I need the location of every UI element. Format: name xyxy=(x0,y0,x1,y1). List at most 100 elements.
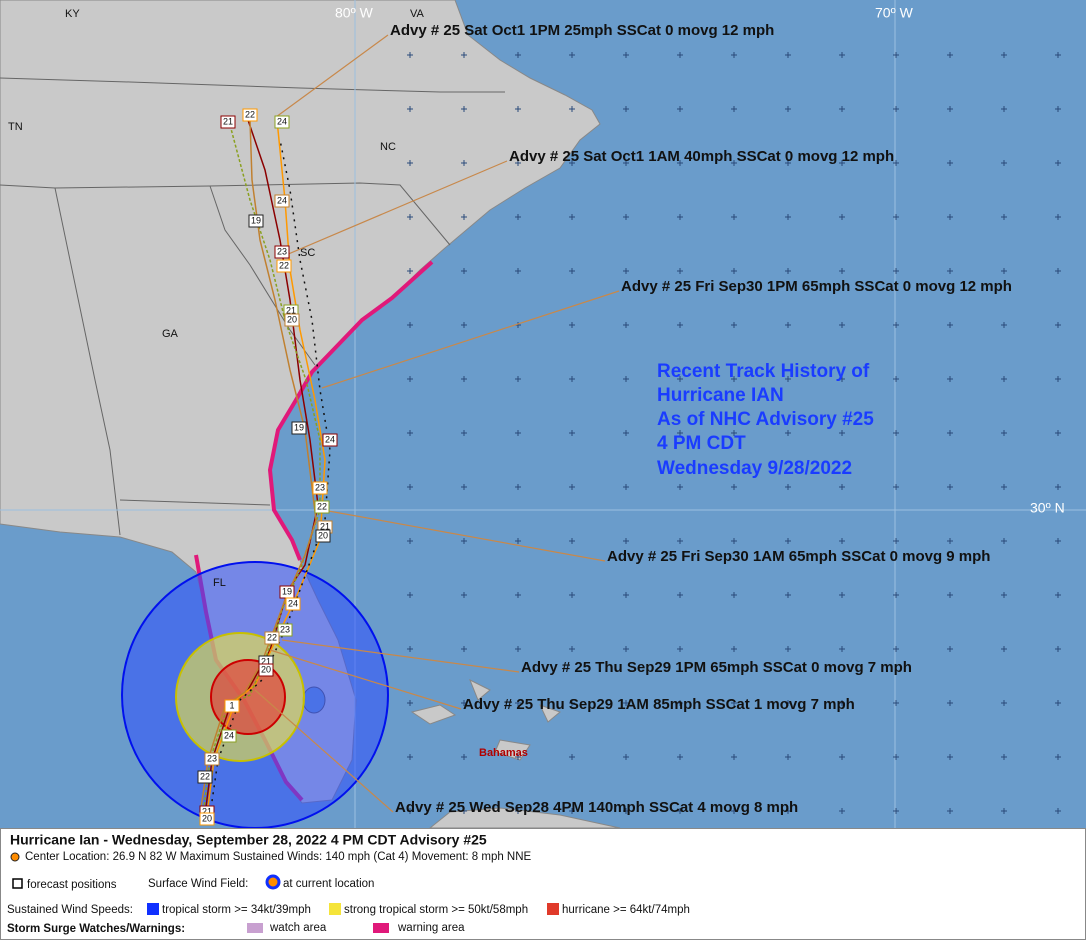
cross xyxy=(893,322,899,328)
cross xyxy=(677,754,683,760)
track-label: 21 xyxy=(286,305,296,315)
cross xyxy=(407,538,413,544)
cross xyxy=(515,268,521,274)
track-box xyxy=(315,529,331,543)
cross xyxy=(461,106,467,112)
cross xyxy=(677,376,683,382)
cross xyxy=(947,214,953,220)
cross xyxy=(731,160,737,166)
legend-box xyxy=(0,828,1086,940)
cross xyxy=(461,160,467,166)
cross xyxy=(893,376,899,382)
cross xyxy=(407,52,413,58)
cross xyxy=(785,754,791,760)
cross xyxy=(731,646,737,652)
swatch xyxy=(547,903,559,915)
cross xyxy=(407,808,413,814)
cross xyxy=(785,592,791,598)
cross xyxy=(623,214,629,220)
cross xyxy=(515,592,521,598)
cross xyxy=(839,106,845,112)
cross xyxy=(407,592,413,598)
track-label: 24 xyxy=(325,434,335,444)
cross xyxy=(1001,322,1007,328)
track-label: 19 xyxy=(251,215,261,225)
cross xyxy=(893,214,899,220)
cross xyxy=(515,106,521,112)
cross xyxy=(677,214,683,220)
cross xyxy=(515,538,521,544)
cross xyxy=(677,106,683,112)
swatch xyxy=(147,903,159,915)
track-label: 23 xyxy=(277,246,287,256)
track-box xyxy=(277,623,293,637)
border xyxy=(119,499,271,506)
cross xyxy=(1055,700,1061,706)
cross xyxy=(515,160,521,166)
advisory-label: Advy # 25 Wed Sep28 4PM 140mph SSCat 4 m… xyxy=(395,799,798,816)
legend-text: forecast positions xyxy=(27,879,117,891)
track-box xyxy=(314,500,330,514)
cross xyxy=(1055,52,1061,58)
cross xyxy=(839,754,845,760)
title-line: As of NHC Advisory #25 xyxy=(657,409,874,430)
track-label: 1 xyxy=(229,700,234,710)
cross xyxy=(839,592,845,598)
cross xyxy=(1055,484,1061,490)
cross xyxy=(839,538,845,544)
cross xyxy=(623,268,629,274)
cross xyxy=(677,538,683,544)
cross xyxy=(569,754,575,760)
track-label: 20 xyxy=(202,813,212,823)
legend-text: Surface Wind Field: xyxy=(148,878,248,890)
cross xyxy=(623,484,629,490)
cross xyxy=(569,592,575,598)
cross xyxy=(839,430,845,436)
cross xyxy=(461,592,467,598)
callouts: Advy # 25 Sat Oct1 1PM 25mph SSCat 0 mov… xyxy=(254,22,1012,816)
cross xyxy=(839,700,845,706)
title-line: 4 PM CDT xyxy=(657,433,746,454)
track-label: 22 xyxy=(267,632,277,642)
cross xyxy=(731,52,737,58)
cross xyxy=(407,484,413,490)
cross xyxy=(461,376,467,382)
cross xyxy=(731,322,737,328)
track-box xyxy=(220,115,236,129)
track-box xyxy=(248,214,264,228)
cross xyxy=(677,592,683,598)
cross xyxy=(839,808,845,814)
cross xyxy=(893,52,899,58)
cross xyxy=(731,538,737,544)
cross xyxy=(515,52,521,58)
state-label: VA xyxy=(410,8,425,20)
state-label: SC xyxy=(300,247,315,259)
track-label: 23 xyxy=(280,624,290,634)
cross xyxy=(947,484,953,490)
track-label: 22 xyxy=(279,260,289,270)
track-label: 23 xyxy=(315,482,325,492)
cross xyxy=(785,52,791,58)
cross xyxy=(1055,214,1061,220)
callout-line xyxy=(275,34,389,118)
track-label: 24 xyxy=(288,598,298,608)
cross xyxy=(731,214,737,220)
cross xyxy=(677,646,683,652)
track-box xyxy=(285,597,301,611)
track-box xyxy=(197,770,213,784)
border xyxy=(209,185,316,366)
cross xyxy=(407,214,413,220)
callout-line xyxy=(322,509,606,562)
legend-text: at current location xyxy=(283,878,374,890)
cross xyxy=(731,754,737,760)
cross xyxy=(1055,160,1061,166)
cross xyxy=(677,160,683,166)
cross xyxy=(947,754,953,760)
cross xyxy=(731,484,737,490)
legend-text: warning area xyxy=(397,922,465,934)
cross xyxy=(569,376,575,382)
cross xyxy=(623,322,629,328)
title-line: Hurricane IAN xyxy=(657,385,784,406)
cross xyxy=(461,484,467,490)
cross xyxy=(407,700,413,706)
